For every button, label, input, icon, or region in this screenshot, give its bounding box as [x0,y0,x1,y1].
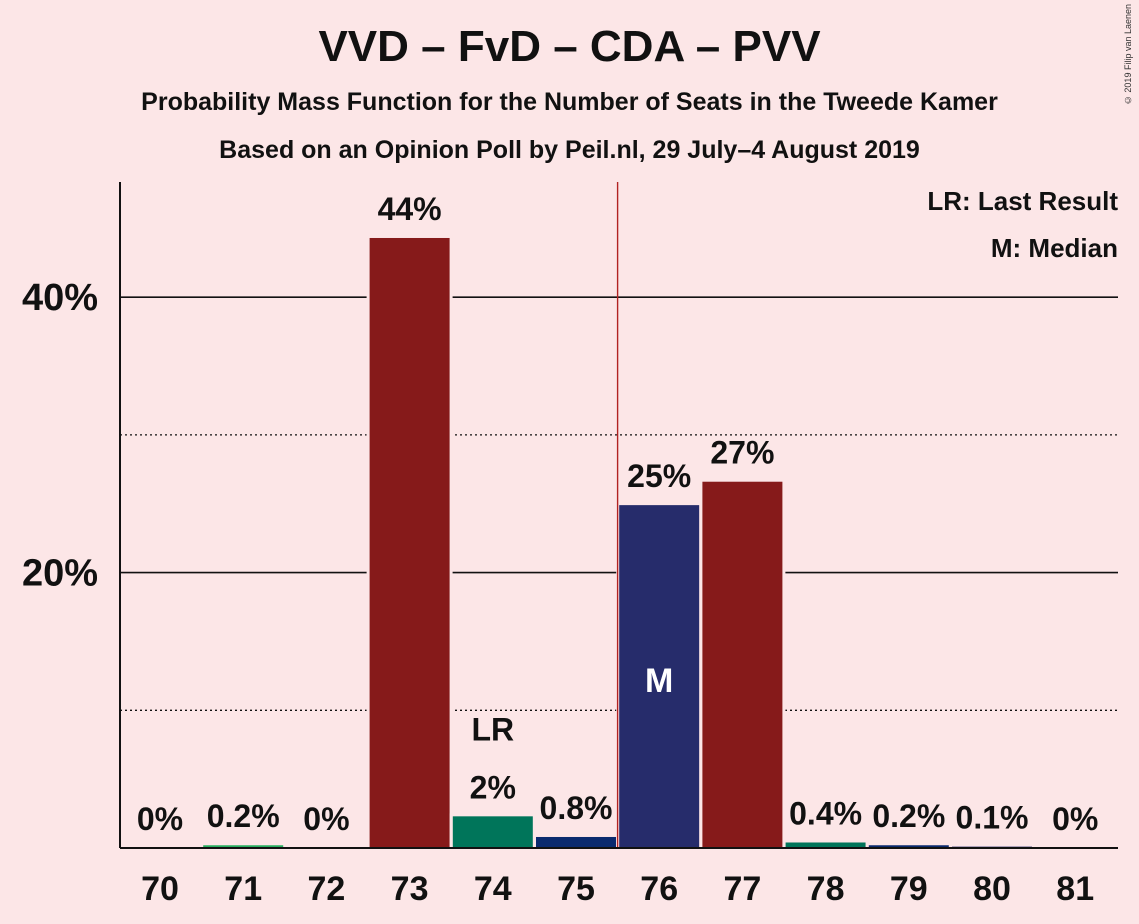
x-tick-label: 73 [391,870,429,908]
x-tick-label: 71 [224,870,262,908]
median-marker: M [645,662,673,700]
bar [203,845,284,848]
bar-gap [200,842,287,848]
bar [452,816,533,848]
bar [369,237,450,848]
x-tick-label: 75 [557,870,595,908]
x-tick-label: 81 [1056,870,1094,908]
x-tick-label: 77 [723,870,761,908]
data-label: 0% [303,801,349,837]
legend-median: M: Median [991,233,1118,263]
data-label: 0.4% [789,795,862,831]
x-tick-label: 72 [307,870,345,908]
chart-subtitle-source: Based on an Opinion Poll by Peil.nl, 29 … [219,136,920,164]
chart-title: VVD – FvD – CDA – PVV [318,22,821,71]
data-label: 27% [710,435,774,471]
chart-subtitle: Probability Mass Function for the Number… [141,88,998,116]
bar [619,505,700,848]
data-label: 25% [627,458,691,494]
x-tick-label: 80 [973,870,1011,908]
data-label: 0% [137,801,183,837]
bar [702,481,783,848]
bar-gap [865,842,952,848]
legend-last-result: LR: Last Result [927,186,1118,216]
data-label: 0.1% [956,800,1029,836]
x-tick-label: 78 [807,870,845,908]
bar [868,845,949,848]
data-label: 0% [1052,801,1098,837]
x-tick-label: 79 [890,870,928,908]
data-label: 44% [378,191,442,227]
bar [785,842,866,848]
y-tick-label: 20% [22,553,98,595]
data-label: 0.2% [207,798,280,834]
data-label: 0.2% [872,798,945,834]
x-tick-label: 74 [474,870,512,908]
x-tick-label: 70 [141,870,179,908]
data-label: 0.8% [540,790,613,826]
data-label: 2% [470,769,516,805]
last-result-marker: LR [471,711,514,747]
y-tick-label: 40% [22,277,98,319]
bar-gap [949,843,1035,848]
bar [536,836,616,848]
x-tick-label: 76 [640,870,678,908]
